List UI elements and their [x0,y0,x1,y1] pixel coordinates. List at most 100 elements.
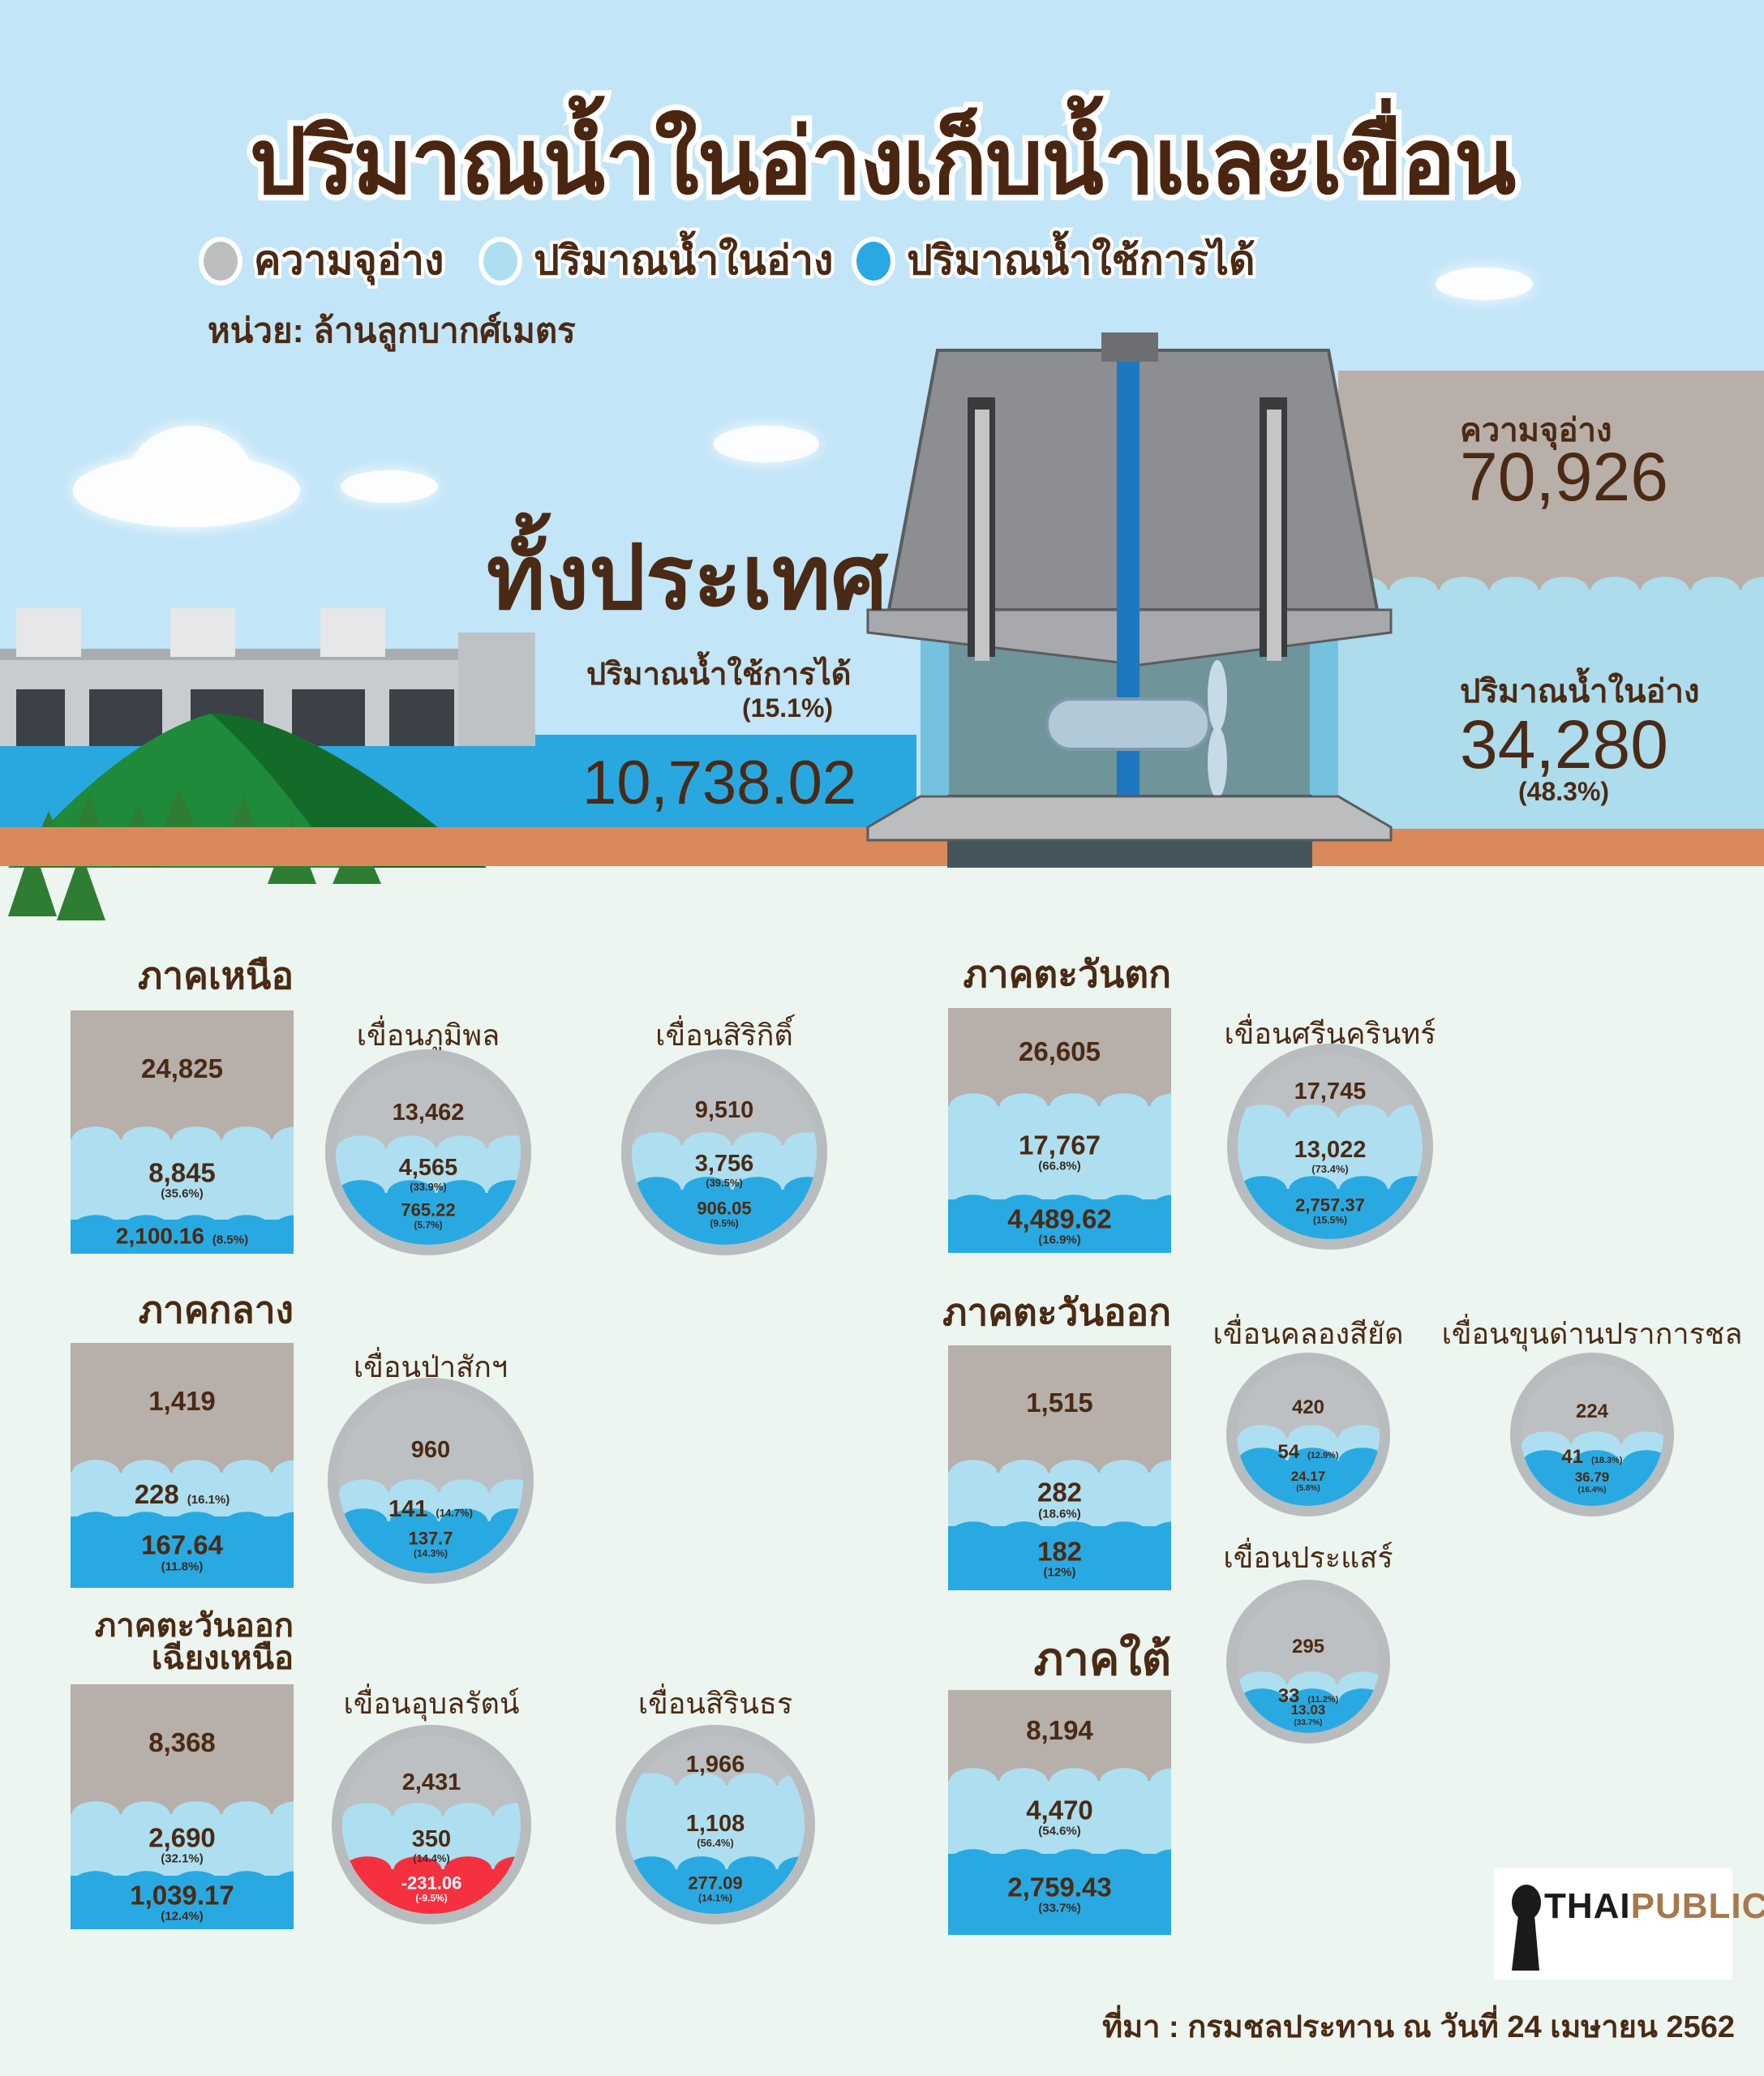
region-capacity: 24,825 [71,1053,294,1083]
wave [948,1092,1171,1107]
region-usable: 2,759.43 (33.7%) [948,1872,1171,1916]
dam-gauge: 960 141 (14.7%) 137.7 (14.3%) [328,1378,534,1584]
legend-storage: ปริมาณน้ำในอ่าง [479,229,836,293]
dam-storage-value: 41 [1561,1445,1584,1468]
dam-storage-value: 54 [1277,1440,1300,1463]
usable-layer [1237,1688,1380,1733]
wave [71,1870,294,1877]
dam-storage: 141 (14.7%) [338,1496,523,1523]
region-usable: 2,100.16 (8.5%) [71,1223,294,1250]
dam-capacity: 420 [1237,1396,1380,1418]
dam-usable-value: 24.17 [1290,1468,1326,1484]
national-storage-pct: (48.3%) [1518,777,1610,806]
national-capacity-label: ความจุอ่าง [1460,413,1612,448]
wave [1237,1688,1380,1703]
dam-capacity: 13,462 [336,1100,521,1126]
dam-storage: 13,022 (73.4%) [1238,1136,1423,1175]
dam-gauge: 2,431 350 (14.4%) -231.06 (-9.5%) [332,1725,531,1924]
region-title: ภาคกลาง [138,1289,294,1331]
dam-capacity-value: 17,745 [1294,1078,1367,1104]
wave [71,1126,294,1140]
national-capacity-value: 70,926 [1460,439,1668,515]
dam-capacity-value: 9,510 [694,1096,754,1123]
usable-layer [1521,1450,1663,1506]
region-usable-value: 2,759.43 [1007,1872,1112,1902]
dam-name: เขื่อนประแสร์ [1223,1541,1393,1574]
logo-text-publica: PUBLICA [1630,1886,1764,1926]
wave [1237,1671,1380,1686]
dam-capacity-value: 295 [1291,1635,1325,1658]
dam-capacity: 960 [338,1436,523,1464]
dam-capacity: 295 [1237,1635,1380,1658]
legend-dot-icon [199,236,242,285]
dam-storage: 4,565 (33.9%) [336,1155,521,1193]
dam-capacity: 17,745 [1238,1079,1423,1105]
legend-label: ความจุอ่าง [251,234,447,286]
region-storage: 17,767 (66.8%) [948,1130,1171,1174]
dam-gauge-inner: 1,966 1,108 (56.4%) 277.09 (14.1%) [626,1735,805,1914]
dam-capacity-value: 960 [410,1436,451,1463]
dam-usable-value: 277.09 [688,1872,743,1894]
usable-layer [338,1508,523,1573]
legend-label: ปริมาณน้ำใช้การได้ [903,234,1258,286]
usable-layer [632,1176,817,1245]
usable-layer [948,1849,1171,1935]
wave [342,1803,521,1816]
dam-storage-value: 3,756 [694,1151,754,1177]
keyhole-icon [1512,1885,1541,1971]
dam-name: เขื่อนอุบลรัตน์ [343,1687,520,1720]
dam-gauge-inner: 2,431 350 (14.4%) -231.06 (-9.5%) [342,1735,521,1914]
wave [336,1135,521,1150]
dam-usable: 2,757.37 (15.5%) [1238,1195,1423,1226]
page-title: ปริมาณน้ำในอ่างเก็บน้ำและเขื่อน [244,105,1522,218]
dam-storage-value: 33 [1277,1684,1300,1707]
region-capacity-value: 1,419 [148,1385,216,1416]
dam-capacity-value: 224 [1575,1400,1609,1422]
region-capacity: 26,605 [948,1036,1171,1066]
region-usable-value: 167.64 [141,1529,223,1560]
dam-capacity: 224 [1521,1400,1663,1422]
national-usable-label: ปริมาณน้ำใช้การได้ [586,658,852,692]
wave [632,1131,817,1146]
dam-name: เขื่อนสิริกิติ์ [655,1019,793,1052]
region-usable: 182 (12%) [948,1537,1171,1580]
dam-gauge: 17,745 13,022 (73.4%) 2,757.37 (15.5%) [1227,1044,1433,1250]
dam-usable: 277.09 (14.1%) [626,1872,805,1903]
region-usable: 167.64 (11.8%) [71,1529,294,1574]
region-storage-pct: (16.1%) [187,1493,230,1508]
legend-capacity: ความจุอ่าง [199,229,447,293]
dam-gauge: 13,462 4,565 (33.9%) 765.22 (5.7%) [325,1049,531,1255]
dam-storage-pct: (14.4%) [413,1851,450,1864]
region-capacity: 1,419 [71,1385,294,1416]
region-storage: 228 (16.1%) [71,1479,294,1509]
dam-capacity: 9,510 [632,1096,817,1124]
region-capacity-value: 24,825 [141,1053,223,1083]
usable-layer [948,1521,1171,1590]
region-capacity: 1,515 [948,1388,1171,1418]
region-usable-value: 2,100.16 [115,1223,204,1249]
cloud [341,470,438,503]
region-box: 1,419 228 (16.1%) 167.64 (11.8%) [71,1343,294,1588]
dam-gauge-inner: 960 141 (14.7%) 137.7 (14.3%) [338,1388,523,1573]
region-capacity-value: 8,368 [148,1726,216,1757]
wave [338,1478,523,1493]
dam-storage-pct: (33.9%) [410,1180,447,1193]
dam-capacity-value: 13,462 [392,1099,465,1126]
wave [948,1849,1171,1856]
usable-layer [336,1180,521,1245]
usable-layer [71,1512,294,1588]
region-storage: 2,690 (32.1%) [71,1823,294,1866]
dam-gauge-inner: 295 33 (11.2%) 13.03 (33.7%) [1237,1590,1380,1733]
dam-usable-pct: (33.7%) [1294,1718,1323,1728]
region-title: ภาคตะวันออก เฉียงเหนือ [94,1608,294,1676]
region-box: 24,825 8,845 (35.6%) 2,100.16 (8.5%) [71,1010,294,1254]
region-storage-pct: (35.6%) [161,1186,204,1201]
dam-gauge-inner: 224 41 (18.3%) 36.79 (16.4%) [1521,1363,1663,1506]
region-usable-pct: (16.9%) [1038,1233,1081,1247]
dam-storage-value: 13,022 [1294,1136,1367,1163]
dam-gauge-inner: 420 54 (12.9%) 24.17 (5.8%) [1237,1363,1380,1506]
region-usable-pct: (8.5%) [212,1233,249,1247]
dam-usable-pct: (14.3%) [413,1547,449,1559]
dam-usable-value: 2,757.37 [1295,1195,1365,1216]
region-usable: 4,489.62 (16.9%) [948,1204,1171,1247]
